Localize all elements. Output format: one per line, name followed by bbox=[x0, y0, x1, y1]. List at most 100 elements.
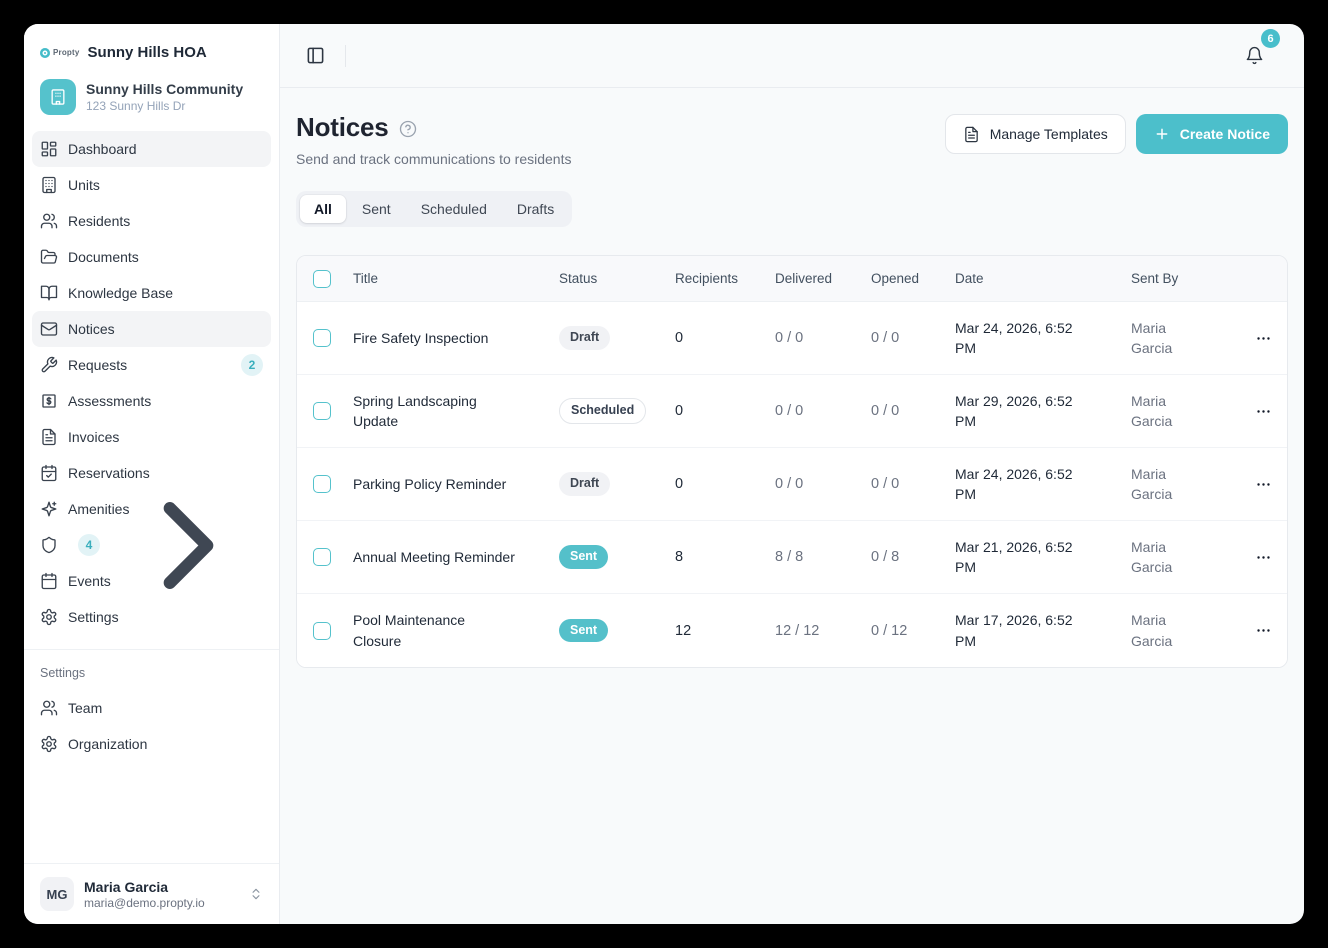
ellipsis-icon bbox=[1255, 403, 1272, 420]
recipients-count: 12 bbox=[675, 622, 692, 639]
row-checkbox[interactable] bbox=[313, 548, 331, 566]
sidebar-item-amenities[interactable]: Amenities bbox=[32, 491, 271, 527]
notice-date: Mar 17, 2026, 6:52 PM bbox=[955, 612, 1073, 649]
select-all-checkbox[interactable] bbox=[313, 269, 331, 288]
row-checkbox[interactable] bbox=[313, 475, 331, 493]
notice-date: Mar 24, 2026, 6:52 PM bbox=[955, 319, 1073, 356]
tab-all[interactable]: All bbox=[300, 195, 346, 223]
sidebar-item-assessments[interactable]: Assessments bbox=[32, 383, 271, 419]
dollar-square-icon bbox=[40, 392, 58, 410]
org-name: Sunny Hills HOA bbox=[87, 44, 207, 61]
row-checkbox[interactable] bbox=[313, 621, 331, 640]
file-text-icon bbox=[40, 428, 58, 446]
delivered-count: 8 / 8 bbox=[775, 549, 804, 565]
folder-open-icon bbox=[40, 248, 58, 266]
ellipsis-icon bbox=[1255, 476, 1272, 493]
tab-sent[interactable]: Sent bbox=[348, 195, 405, 223]
plus-icon bbox=[1154, 126, 1170, 142]
sent-by: Maria Garcia bbox=[1131, 392, 1173, 429]
sidebar: Propty Sunny Hills HOA Sunny Hills Commu… bbox=[24, 24, 280, 924]
building-icon bbox=[40, 176, 58, 194]
page-title: Notices bbox=[296, 112, 389, 142]
table-row: Spring Landscaping Update Scheduled 0 0 … bbox=[297, 375, 1287, 448]
settings-section-label: Settings bbox=[40, 666, 86, 680]
sidebar-item-dashboard[interactable]: Dashboard bbox=[32, 131, 271, 167]
sidebar-item-units[interactable]: Units bbox=[32, 167, 271, 203]
ellipsis-icon bbox=[1255, 549, 1272, 566]
notice-date: Mar 29, 2026, 6:52 PM bbox=[955, 392, 1073, 429]
recipients-count: 8 bbox=[675, 549, 684, 565]
sidebar-toggle-button[interactable] bbox=[302, 42, 329, 69]
notices-table: Title Status Recipients Delivered Opened… bbox=[296, 255, 1288, 668]
row-actions-button[interactable] bbox=[1249, 543, 1278, 572]
table-row: Parking Policy Reminder Draft 0 0 / 0 0 … bbox=[297, 448, 1287, 521]
notice-title[interactable]: Parking Policy Reminder bbox=[353, 475, 507, 492]
row-actions-button[interactable] bbox=[1249, 397, 1278, 426]
sidebar-item-invoices[interactable]: Invoices bbox=[32, 419, 271, 455]
user-email: maria@demo.propty.io bbox=[84, 895, 205, 910]
count-badge: 2 bbox=[241, 354, 263, 376]
notice-title[interactable]: Pool Maintenance Closure bbox=[353, 612, 466, 649]
sidebar-header: Propty Sunny Hills HOA bbox=[24, 24, 279, 69]
propty-logo-icon bbox=[40, 47, 50, 58]
recipients-count: 0 bbox=[675, 476, 684, 492]
file-text-icon bbox=[963, 126, 980, 143]
sidebar-item-events[interactable]: Events bbox=[32, 563, 271, 599]
notifications-button[interactable] bbox=[1241, 42, 1268, 69]
sidebar-item-knowledge-base[interactable]: Knowledge Base bbox=[32, 275, 271, 311]
status-badge: Draft bbox=[559, 472, 611, 496]
sidebar-item-team[interactable]: Team bbox=[32, 690, 271, 726]
sidebar-divider bbox=[24, 649, 279, 650]
notice-title[interactable]: Fire Safety Inspection bbox=[353, 329, 489, 346]
column-header-recipients: Recipients bbox=[675, 271, 739, 286]
recipients-count: 0 bbox=[675, 330, 684, 346]
mail-icon bbox=[40, 320, 58, 338]
row-checkbox[interactable] bbox=[313, 329, 331, 347]
sidebar-item-documents[interactable]: Documents bbox=[32, 239, 271, 275]
sidebar-item-organization[interactable]: Organization bbox=[32, 726, 271, 762]
notice-date: Mar 24, 2026, 6:52 PM bbox=[955, 465, 1073, 502]
row-checkbox[interactable] bbox=[313, 402, 331, 420]
status-badge: Scheduled bbox=[559, 398, 647, 424]
sidebar-item-compliance[interactable]: Compliance 4 bbox=[32, 501, 271, 589]
book-open-icon bbox=[40, 284, 58, 302]
sidebar-item-reservations[interactable]: Reservations bbox=[32, 455, 271, 491]
manage-templates-button[interactable]: Manage Templates bbox=[944, 114, 1126, 154]
create-notice-label: Create Notice bbox=[1179, 126, 1270, 142]
sidebar-item-notices[interactable]: Notices bbox=[32, 311, 271, 347]
calendar-check-icon bbox=[40, 464, 58, 482]
row-actions-button[interactable] bbox=[1249, 324, 1278, 353]
community-address: 123 Sunny Hills Dr bbox=[86, 99, 186, 114]
tab-scheduled[interactable]: Scheduled bbox=[407, 195, 501, 223]
chevron-right-icon bbox=[114, 471, 263, 620]
create-notice-button[interactable]: Create Notice bbox=[1135, 114, 1288, 154]
help-circle-icon[interactable] bbox=[399, 120, 417, 138]
sent-by: Maria Garcia bbox=[1131, 465, 1173, 502]
row-actions-button[interactable] bbox=[1249, 616, 1278, 645]
panel-left-icon bbox=[306, 46, 325, 65]
recipients-count: 0 bbox=[675, 403, 684, 419]
row-actions-button[interactable] bbox=[1249, 470, 1278, 499]
dashboard-icon bbox=[40, 140, 58, 158]
community-switcher[interactable]: Sunny Hills Community 123 Sunny Hills Dr bbox=[40, 79, 263, 115]
table-row: Annual Meeting Reminder Sent 8 8 / 8 0 /… bbox=[297, 521, 1287, 594]
status-badge: Sent bbox=[559, 618, 609, 643]
sent-by: Maria Garcia bbox=[1131, 612, 1173, 649]
column-header-date: Date bbox=[955, 271, 984, 286]
delivered-count: 0 / 0 bbox=[775, 403, 804, 419]
manage-templates-label: Manage Templates bbox=[989, 126, 1108, 142]
notice-title[interactable]: Annual Meeting Reminder bbox=[353, 548, 515, 565]
user-name: Maria Garcia bbox=[84, 878, 169, 895]
notice-title[interactable]: Spring Landscaping Update bbox=[353, 392, 477, 429]
sidebar-item-requests[interactable]: Requests 2 bbox=[32, 347, 271, 383]
sidebar-item-residents[interactable]: Residents bbox=[32, 203, 271, 239]
main-area: 6 Notices Send and track communications … bbox=[280, 24, 1304, 924]
delivered-count: 12 / 12 bbox=[775, 622, 820, 639]
user-menu[interactable]: MG Maria Garcia maria@demo.propty.io bbox=[24, 863, 279, 924]
sidebar-item-settings[interactable]: Settings bbox=[32, 599, 271, 635]
table-row: Pool Maintenance Closure Sent 12 12 / 12… bbox=[297, 594, 1287, 667]
ellipsis-icon bbox=[1255, 622, 1272, 639]
tab-drafts[interactable]: Drafts bbox=[503, 195, 568, 223]
sidebar-nav: Dashboard Units Residents Documents Know… bbox=[24, 129, 279, 635]
delivered-count: 0 / 0 bbox=[775, 476, 804, 492]
